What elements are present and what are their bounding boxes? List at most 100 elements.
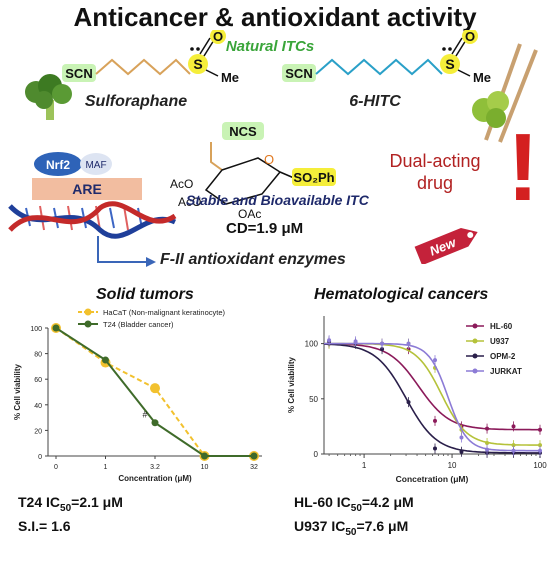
legend-marker-3 — [472, 368, 478, 374]
solid-tumor-chart: 0 20 40 60 80 100 0 1 3.2 10 32 Concentration (μM)%… — [13, 308, 262, 483]
series-point-1 — [485, 440, 490, 445]
sulforaphane-chain — [95, 58, 191, 76]
legend-marker-0 — [472, 323, 478, 329]
broccoli-icon — [25, 74, 72, 120]
dual-acting-line2: drug — [416, 173, 454, 193]
enzyme-arrow — [97, 236, 146, 263]
series-point-1 — [201, 452, 208, 460]
series-point-1 — [102, 356, 109, 364]
sulfur-label-b: S — [445, 56, 454, 72]
series-point-1 — [538, 443, 542, 448]
series-point-3 — [406, 341, 411, 346]
series-point-0 — [433, 418, 438, 423]
sulfoxide-highlight-b — [440, 54, 460, 74]
enzymes-label: F-II antioxidant enzymes — [160, 251, 346, 268]
series-point-3 — [327, 338, 332, 343]
so2ph-highlight — [292, 168, 336, 186]
x-tick-label: 10 — [448, 461, 457, 470]
y-tick-label: 100 — [30, 326, 42, 333]
oxygen-label-a: O — [213, 30, 223, 44]
hematological-title: Hematological cancers — [314, 286, 489, 303]
maf-ellipse — [80, 153, 112, 175]
y-tick-label: 50 — [309, 395, 318, 404]
series-point-3 — [353, 339, 358, 344]
so2ph-label: SO₂Ph — [293, 170, 334, 185]
are-box — [32, 178, 142, 200]
series-point-3 — [380, 341, 385, 346]
hematological-chart: 0 50 100 1 10 100 Concetration (μM) % Cell viab… — [287, 316, 547, 484]
series-point-3 — [433, 358, 438, 363]
legend-label-2: OPM-2 — [490, 352, 516, 361]
y-tick-label: 80 — [34, 352, 42, 359]
series-point-2 — [459, 449, 464, 454]
molecular-diagram: Natural ITCs SCN S O Me Sulforaphane SCN… — [8, 30, 538, 267]
dna-helix-icon — [8, 201, 177, 239]
svg-text:!: ! — [507, 118, 539, 214]
series-point-0 — [485, 426, 490, 431]
oxygen-label-b: O — [465, 30, 475, 44]
wasabi-icon — [472, 43, 538, 143]
y-tick-label: 60 — [34, 377, 42, 384]
x-tick-label: 10 — [201, 464, 209, 471]
y-tick-label: 0 — [38, 454, 42, 461]
scn-highlight-b — [282, 64, 316, 82]
ncs-label: NCS — [229, 124, 257, 139]
legend-marker-0 — [84, 308, 92, 316]
scn-label-b: SCN — [285, 66, 312, 81]
y-tick-label: 0 — [314, 450, 319, 459]
methyl-label-a: Me — [221, 70, 239, 85]
selectivity-index-stat: S.I.= 1.6 — [18, 518, 71, 534]
series-point-1 — [151, 419, 159, 427]
legend-marker-1 — [84, 320, 92, 328]
u937-ic50-stat: U937 IC50=7.6 μM — [294, 518, 409, 538]
series-point-1 — [511, 443, 516, 448]
series-point-2 — [406, 400, 411, 405]
nrf2-label: Nrf2 — [46, 158, 70, 172]
scn-highlight-a — [62, 64, 96, 82]
series-curve-3 — [324, 342, 540, 452]
dual-acting-label: Dual-acting drug — [380, 150, 490, 194]
ring-oxygen-label: O — [264, 152, 274, 167]
natural-itcs-label: Natural ITCs — [226, 38, 314, 55]
x-axis-label: Concentration (μM) — [118, 474, 192, 483]
sulfoxide-highlight-a — [188, 54, 208, 74]
aco-label-1: AcO — [170, 177, 193, 191]
hitc-label: 6-HITC — [349, 93, 401, 110]
series-point-3 — [538, 448, 542, 453]
series-curve-0 — [324, 343, 540, 431]
series-point-2 — [433, 446, 438, 451]
oxygen-highlight-b — [462, 30, 478, 44]
series-point-2 — [380, 347, 385, 352]
y-tick-label: 100 — [305, 340, 319, 349]
ncs-highlight — [222, 122, 264, 140]
aco-label-2: AcO — [178, 195, 201, 209]
y-tick-label: 40 — [34, 403, 42, 410]
significance-annotation: # — [142, 410, 147, 420]
legend-marker-1 — [472, 338, 478, 344]
stable-itc-label: Stable and Bioavailable ITC — [186, 192, 369, 208]
series-point-3 — [459, 435, 464, 440]
pyranose-ring — [204, 157, 282, 205]
x-axis-label: Concetration (μM) — [396, 474, 469, 484]
page-title: Anticancer & antioxidant activity — [73, 2, 477, 32]
hitc-chain — [315, 58, 443, 76]
scn-label-a: SCN — [65, 66, 92, 81]
sulforaphane-label: Sulforaphane — [85, 93, 187, 110]
series-point-3 — [511, 448, 516, 453]
ncs-linker — [210, 142, 223, 171]
hl60-ic50-stat: HL-60 IC50=4.2 μM — [294, 494, 414, 514]
series-point-0 — [150, 383, 160, 394]
x-tick-label: 1 — [362, 461, 367, 470]
maf-label: MAF — [85, 160, 106, 171]
series-point-0 — [538, 427, 542, 432]
legend-label-3: JURKAT — [490, 367, 522, 376]
cd-value: CD=1.9 μM — [226, 220, 304, 237]
methyl-label-b: Me — [473, 70, 491, 85]
dual-acting-line1: Dual-acting — [389, 151, 481, 171]
nrf2-ellipse — [34, 152, 82, 176]
solid-tumors-title: Solid tumors — [96, 286, 194, 303]
y-axis-label: % Cell viability — [13, 363, 22, 420]
y-tick-label: 20 — [34, 428, 42, 435]
legend-label-0: HaCaT (Non-malignant keratinocyte) — [103, 308, 225, 317]
x-tick-label: 32 — [250, 464, 258, 471]
